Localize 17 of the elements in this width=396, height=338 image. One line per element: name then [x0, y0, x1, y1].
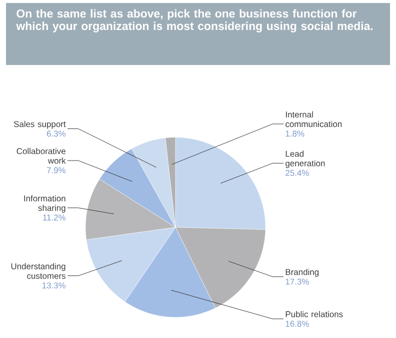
data-label: 13.3% [42, 282, 66, 288]
data-label: 25.4% [286, 170, 309, 176]
slice-label: Understanding customers [11, 263, 66, 279]
data-label: 11.2% [43, 214, 66, 220]
data-label: 7.9% [46, 167, 66, 174]
slice-label: Public relations [286, 310, 343, 318]
slice-label: Branding [286, 268, 319, 277]
data-label: 16.8% [286, 320, 309, 327]
slice-label: Collaborative work [16, 148, 66, 164]
data-label: 17.3% [286, 278, 309, 285]
slice-label: Lead generation [286, 150, 325, 168]
slice-label: Internal communication [286, 111, 342, 128]
chart-title: On the same list as above, pick the one business function for which your organization is most considering using social media. [16, 9, 373, 32]
data-label: 6.3% [46, 130, 66, 137]
data-label: 1.8% [286, 130, 304, 137]
slice-label: Sales support [14, 120, 66, 129]
slice-label: Information sharing [24, 195, 66, 213]
